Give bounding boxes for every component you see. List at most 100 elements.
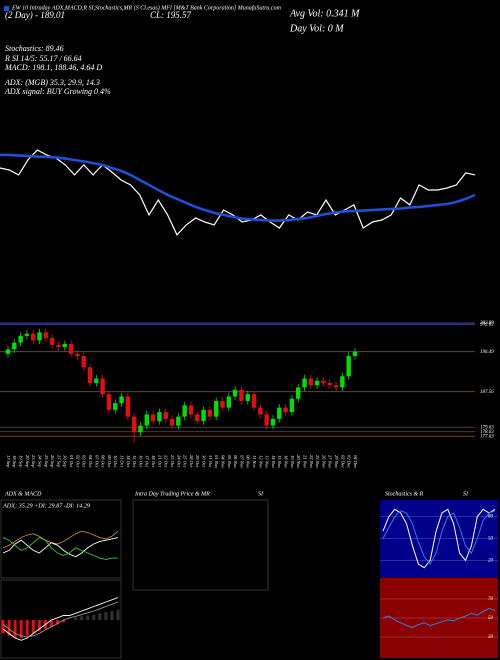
y-tick-label: 187.56 — [480, 390, 494, 395]
panel-title: SI — [258, 491, 264, 497]
x-tick-label: 21 Oct — [157, 455, 162, 468]
candle-body — [188, 405, 194, 415]
x-tick-label: 13 Nov — [265, 455, 270, 469]
y-tick-label: 179.63 — [480, 425, 494, 430]
x-tick-label: 23 Sep — [31, 455, 36, 468]
candle-body — [144, 414, 149, 426]
histogram-bar — [13, 620, 17, 638]
candle-body — [37, 332, 42, 341]
series-line — [2, 537, 118, 560]
panel-title: ADX & MACD — [4, 491, 42, 497]
candle-body — [182, 405, 187, 417]
annotation: Avg Vol: 0.341 M — [289, 8, 360, 19]
histogram-bar — [110, 611, 114, 620]
candle-body — [283, 407, 288, 413]
annotation: MACD: 198.1, 188.46, 4.64 D — [4, 63, 102, 72]
candle-body — [296, 387, 301, 399]
y-tick-label: 177.63 — [480, 434, 494, 439]
series-line — [382, 510, 496, 565]
annotation: R SI 14/5: 55.17 / 66.64 — [4, 54, 82, 63]
panel-title: Stochastics & R — [385, 491, 424, 497]
y-tick-label: 50 — [488, 616, 494, 621]
candle-body — [87, 367, 93, 383]
y-tick-label: 202.62 — [480, 322, 494, 327]
y-tick-label: 50 — [488, 537, 494, 542]
x-tick-label: 20 Nov — [296, 455, 301, 469]
annotation: CL: 195.57 — [150, 10, 192, 20]
x-tick-label: 04 Dec — [353, 455, 358, 468]
candle-body — [5, 349, 11, 354]
x-tick-label: 04 Nov — [220, 455, 225, 469]
x-tick-label: 04 Oct — [88, 455, 93, 468]
candle-body — [81, 356, 86, 368]
histogram-bar — [62, 620, 66, 623]
candle-body — [232, 389, 238, 397]
candle-body — [277, 407, 282, 419]
x-tick-label: 27 Sep — [56, 455, 61, 468]
x-tick-label: 22 Oct — [164, 455, 169, 468]
histogram-bar — [1, 620, 5, 634]
x-tick-label: 26 Nov — [321, 455, 326, 469]
x-tick-label: 24 Sep — [37, 455, 42, 468]
x-tick-label: 14 Oct — [126, 455, 131, 468]
candle-body — [327, 383, 332, 386]
annotation: ADX: (MGB) 35.3, 29.9, 14.3 — [4, 78, 100, 87]
panel-title: Intra Day Trading Price & MR — [134, 491, 210, 497]
x-tick-label: 12 Nov — [258, 455, 263, 469]
x-tick-label: 23 Oct — [170, 455, 175, 468]
candle-body — [220, 400, 225, 408]
annotation: (2 Day) - 189.01 — [5, 10, 65, 20]
x-tick-label: 25 Nov — [315, 455, 320, 469]
candle-body — [62, 344, 67, 348]
candle-body — [169, 418, 175, 426]
panel-frame — [0, 499, 122, 579]
candle-body — [43, 332, 49, 339]
series-line — [2, 597, 119, 641]
candle-body — [12, 342, 17, 350]
candle-body — [18, 335, 23, 343]
x-tick-label: 22 Nov — [309, 455, 314, 469]
candle-body — [31, 333, 36, 341]
histogram-bar — [116, 609, 120, 620]
x-tick-label: 17 Sep — [6, 455, 11, 468]
intraday-panel — [132, 499, 269, 591]
x-tick-label: 29 Nov — [334, 455, 339, 469]
candle-body — [258, 407, 263, 415]
y-tick-label: 196.49 — [480, 350, 494, 355]
candle-body — [125, 396, 131, 417]
x-tick-label: 30 Oct — [202, 455, 207, 468]
x-tick-label: 08 Oct — [101, 455, 106, 468]
x-tick-label: 11 Oct — [120, 455, 125, 468]
annotation: Day Vol: 0 M — [289, 23, 344, 34]
histogram-bar — [49, 620, 53, 627]
x-tick-label: 01 Oct — [69, 455, 74, 468]
candle-body — [333, 385, 339, 388]
x-tick-label: 21 Nov — [302, 455, 307, 469]
x-tick-label: 31 Oct — [208, 455, 213, 468]
series-line — [2, 537, 119, 558]
x-tick-label: 10 Oct — [113, 455, 118, 468]
candle-body — [24, 333, 30, 336]
x-tick-label: 20 Sep — [25, 455, 30, 468]
x-tick-label: 03 Oct — [82, 455, 87, 468]
x-tick-label: 29 Oct — [195, 455, 200, 468]
y-tick-label: 30 — [488, 635, 494, 640]
y-tick-label: 80 — [488, 515, 494, 520]
candle-body — [100, 378, 105, 395]
annotation: Stochastics: 89.46 — [5, 44, 64, 53]
x-tick-label: 01 Nov — [214, 455, 219, 469]
x-tick-label: 14 Nov — [271, 455, 276, 469]
candle-body — [270, 418, 276, 426]
histogram-bar — [98, 613, 102, 620]
x-tick-label: 06 Nov — [233, 455, 238, 469]
x-tick-label: 18 Nov — [284, 455, 289, 469]
panel-background — [380, 578, 498, 658]
series-line — [2, 530, 119, 549]
x-tick-label: 15 Oct — [132, 455, 137, 468]
candle-body — [214, 400, 219, 417]
x-tick-label: 11 Nov — [252, 455, 257, 469]
candle-body — [113, 403, 118, 410]
x-tick-label: 15 Nov — [277, 455, 282, 469]
candle-body — [56, 344, 61, 348]
